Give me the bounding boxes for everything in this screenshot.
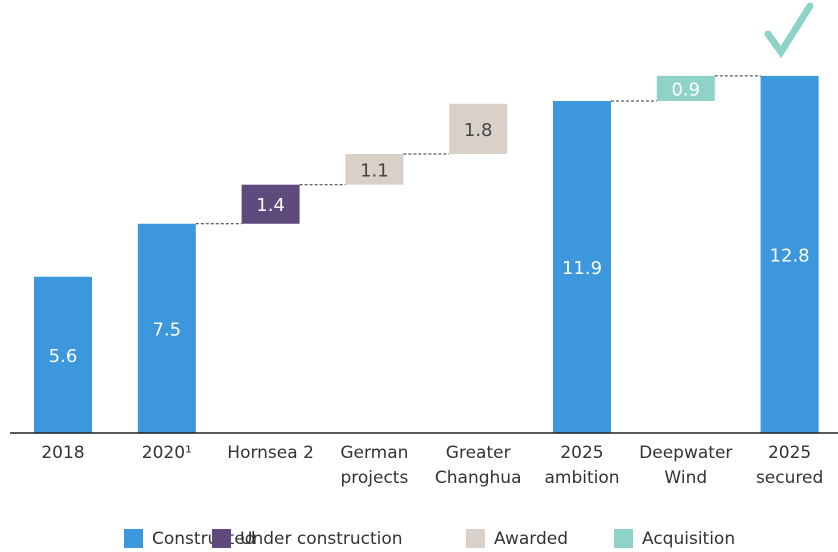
x-tick-label: projects (340, 468, 408, 488)
bar (34, 276, 92, 433)
value-label: 1.8 (464, 120, 493, 141)
value-label: 1.1 (360, 160, 389, 181)
check-icon (764, 2, 814, 59)
bar (760, 75, 819, 433)
legend-label: Awarded (494, 529, 568, 549)
x-tick-label: 2018 (41, 443, 84, 463)
x-tick-label: Deepwater (639, 443, 732, 463)
value-label: 1.4 (256, 195, 285, 216)
bar (553, 100, 611, 434)
bar (241, 184, 300, 224)
legend-swatch (124, 529, 143, 548)
bar (137, 223, 196, 433)
x-tick-label: Changhua (435, 468, 522, 488)
bar (449, 103, 508, 154)
value-label: 11.9 (562, 258, 602, 279)
x-tick-label: Hornsea 2 (227, 443, 314, 463)
bar (345, 154, 404, 185)
x-tick-label: 2025 (768, 443, 811, 463)
legend-label: Acquisition (642, 529, 735, 549)
x-tick-label: secured (756, 468, 823, 488)
x-tick-label: ambition (544, 468, 619, 488)
value-label: 7.5 (152, 319, 181, 340)
bar (656, 75, 715, 101)
x-tick-label: Wind (664, 468, 707, 488)
legend-swatch (466, 529, 485, 548)
value-label: 12.8 (770, 245, 810, 266)
legend-swatch (212, 529, 231, 548)
x-tick-label: Greater (446, 443, 511, 463)
x-tick-label: 2025 (560, 443, 603, 463)
x-tick-label: 2020¹ (142, 443, 192, 463)
legend-swatch (614, 529, 633, 548)
value-label: 5.6 (49, 346, 78, 367)
x-tick-label: German (340, 443, 408, 463)
value-label: 0.9 (671, 79, 700, 100)
legend-label: Under construction (240, 529, 403, 549)
